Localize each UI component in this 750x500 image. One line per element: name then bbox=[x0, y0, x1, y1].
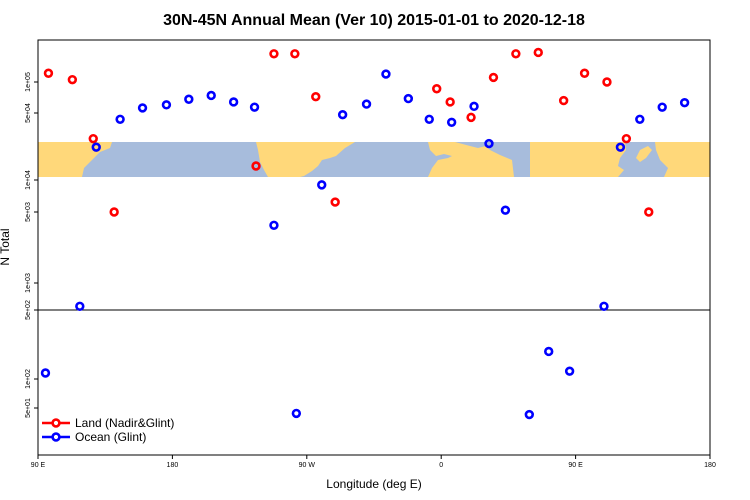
ocean-data-point bbox=[657, 102, 667, 112]
ocean-data-point bbox=[361, 99, 372, 109]
ocean-data-point bbox=[161, 100, 172, 110]
series-land bbox=[43, 47, 654, 217]
land-data-point bbox=[621, 133, 632, 144]
ocean-data-point bbox=[564, 366, 575, 376]
chart-title: 30N-45N Annual Mean (Ver 10) 2015-01-01 … bbox=[163, 12, 585, 29]
legend-marker bbox=[51, 432, 61, 442]
y-tick-label: 5e+04 bbox=[25, 103, 32, 123]
land-data-point bbox=[644, 207, 654, 217]
ocean-data-point bbox=[500, 205, 511, 215]
land-data-point bbox=[511, 49, 521, 59]
series-layer bbox=[40, 47, 690, 420]
land-data-point bbox=[290, 49, 300, 59]
ocean-data-point bbox=[544, 346, 554, 357]
ocean-data-point bbox=[137, 103, 148, 113]
land-data-point bbox=[43, 68, 54, 78]
ocean-data-point bbox=[337, 109, 348, 120]
series-ocean bbox=[40, 69, 690, 420]
map-land-north-america bbox=[256, 142, 355, 177]
ocean-data-point bbox=[206, 90, 216, 101]
x-tick-label: 90 E bbox=[568, 462, 583, 469]
land-data-point bbox=[533, 47, 543, 58]
y-tick-label: 1e+04 bbox=[25, 170, 32, 190]
ocean-data-point bbox=[469, 101, 479, 112]
ocean-data-point bbox=[599, 301, 609, 311]
ocean-data-point bbox=[115, 114, 125, 124]
plot-frame bbox=[37, 39, 711, 456]
ocean-data-point bbox=[484, 138, 494, 149]
y-tick-label: 5e+01 bbox=[25, 398, 32, 418]
ocean-data-point bbox=[524, 409, 535, 420]
y-tick-label: 1e+02 bbox=[25, 369, 32, 389]
y-axis: 1e+05 5e+04 1e+04 5e+03 1e+03 5e+02 1e+02 5e+01 bbox=[25, 72, 38, 418]
y-tick-label: 1e+03 bbox=[25, 273, 32, 293]
x-axis: 90 E 180 90 W 0 90 E 180 bbox=[31, 455, 716, 469]
ocean-data-point bbox=[615, 142, 626, 152]
ocean-data-point bbox=[635, 114, 645, 124]
ocean-data-point bbox=[75, 301, 85, 311]
legend-label: Land (Nadir&Glint) bbox=[75, 416, 174, 430]
land-data-point bbox=[269, 49, 279, 59]
map-land-asia-west-right bbox=[655, 142, 710, 177]
y-tick-label: 5e+03 bbox=[25, 202, 32, 222]
x-axis-label: Longitude (deg E) bbox=[326, 477, 421, 491]
land-data-point bbox=[109, 207, 119, 217]
x-tick-label: 180 bbox=[167, 462, 179, 469]
x-tick-label: 0 bbox=[439, 462, 443, 469]
y-tick-label: 5e+02 bbox=[25, 300, 32, 320]
ocean-data-point bbox=[91, 142, 101, 152]
ocean-data-point bbox=[40, 368, 51, 378]
land-data-point bbox=[445, 97, 455, 107]
ocean-data-point bbox=[249, 102, 260, 112]
ocean-data-point bbox=[317, 180, 327, 190]
ocean-data-point bbox=[269, 220, 279, 230]
ocean-data-point bbox=[228, 97, 239, 107]
ocean-data-point bbox=[424, 114, 434, 124]
land-data-point bbox=[67, 74, 78, 85]
ocean-data-point bbox=[184, 94, 194, 104]
ocean-data-point bbox=[381, 69, 391, 79]
y-tick-label: 1e+05 bbox=[25, 72, 32, 92]
land-data-point bbox=[558, 95, 569, 106]
map-land-asia-east bbox=[530, 142, 626, 177]
x-tick-label: 90 E bbox=[31, 462, 46, 469]
ocean-data-point bbox=[446, 117, 457, 127]
map-land-japan bbox=[636, 146, 652, 162]
legend-marker bbox=[51, 418, 61, 428]
ocean-data-point bbox=[679, 97, 690, 108]
legend-label: Ocean (Glint) bbox=[75, 430, 146, 444]
map-land-europe-africa bbox=[428, 142, 514, 177]
land-data-point bbox=[579, 68, 590, 78]
land-data-point bbox=[251, 161, 261, 171]
land-data-point bbox=[330, 197, 340, 207]
x-tick-label: 180 bbox=[704, 462, 716, 469]
land-data-point bbox=[88, 133, 98, 144]
legend: Land (Nadir&Glint)Ocean (Glint) bbox=[42, 416, 174, 444]
world-map-band bbox=[38, 142, 710, 177]
ocean-data-point bbox=[403, 93, 414, 104]
land-data-point bbox=[311, 91, 321, 102]
y-axis-label: N Total bbox=[0, 228, 12, 265]
land-data-point bbox=[602, 77, 612, 87]
x-tick-label: 90 W bbox=[299, 462, 316, 469]
land-data-point bbox=[466, 112, 476, 123]
plot-border bbox=[37, 39, 711, 456]
ocean-data-point bbox=[291, 408, 302, 419]
land-data-point bbox=[488, 72, 499, 83]
land-data-point bbox=[432, 84, 442, 94]
